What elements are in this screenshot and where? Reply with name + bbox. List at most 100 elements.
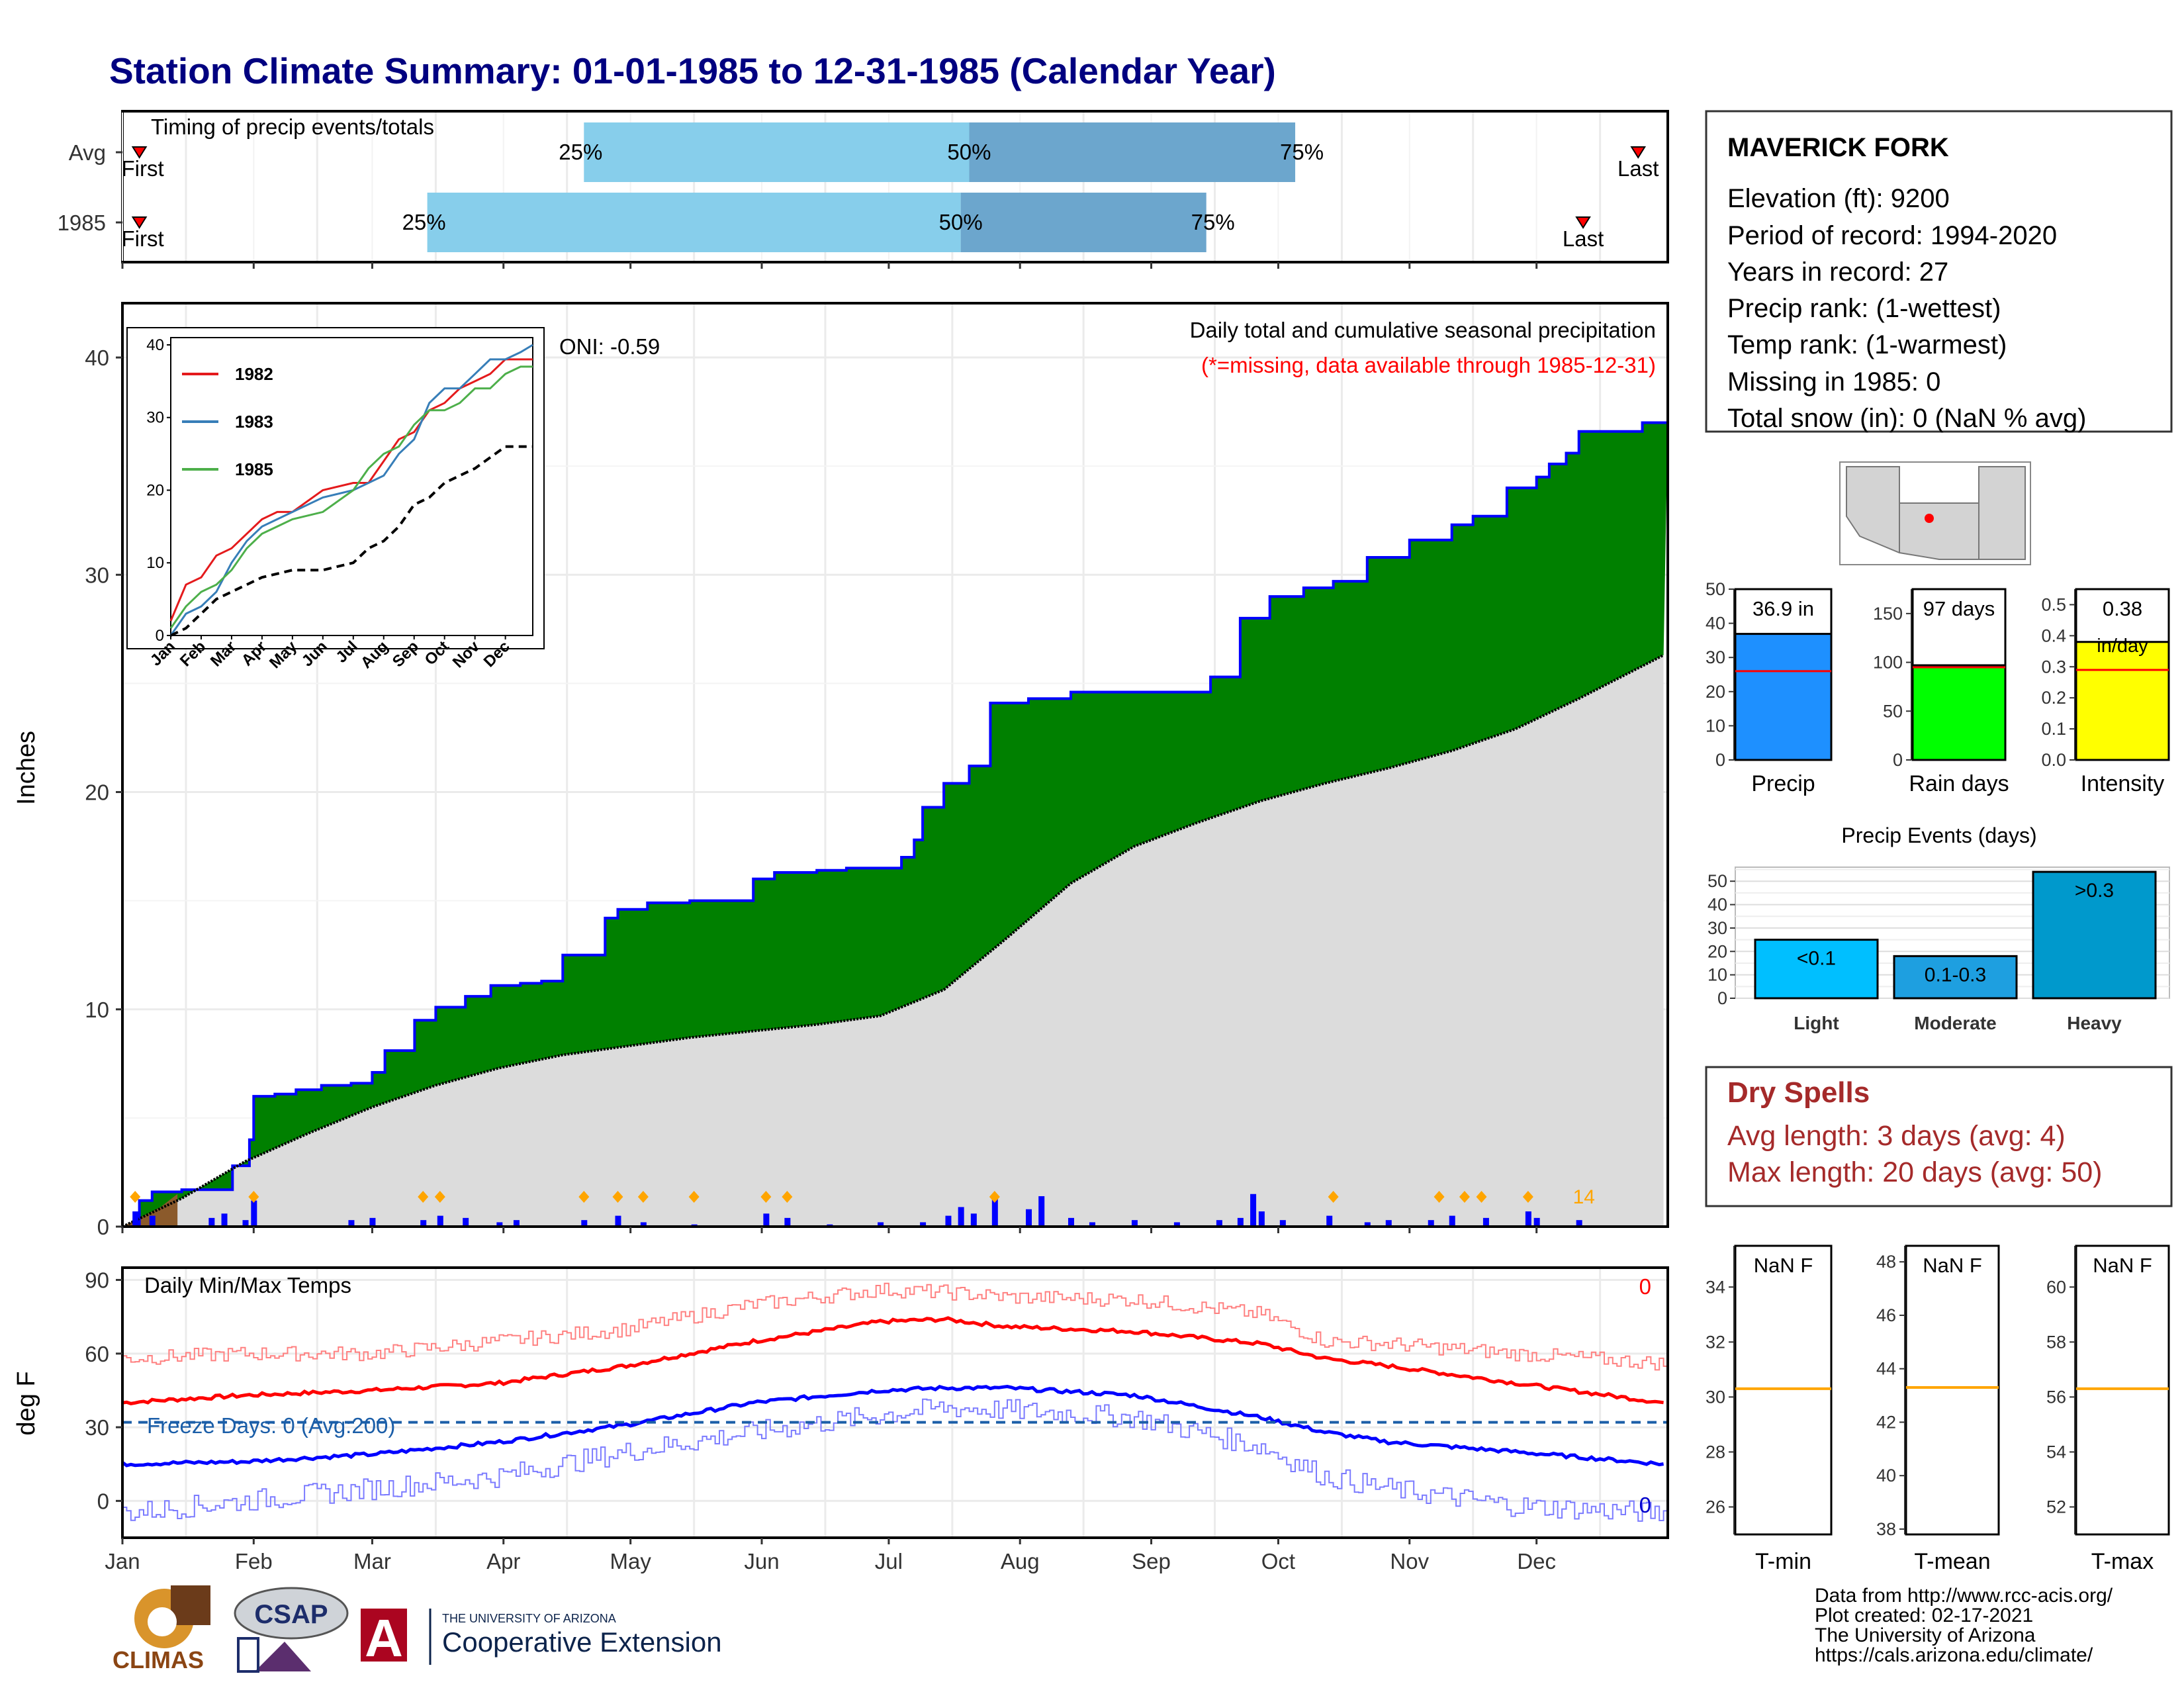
precip-note: Daily total and cumulative seasonal prec… — [1190, 318, 1656, 342]
daily-precip-bar — [420, 1220, 427, 1227]
station-line: Total snow (in): 0 (NaN % avg) — [1727, 404, 2086, 433]
precip-value-label: 36.9 in — [1752, 597, 1814, 620]
daily-precip-bar — [242, 1220, 249, 1227]
temp-box-ytick-label: 38 — [1876, 1519, 1896, 1539]
temp-box-ytick-label: 42 — [1876, 1412, 1896, 1432]
logos: CLIMAS CSAP A THE UNIVERSITY OF ARIZONA … — [113, 1585, 722, 1673]
event-marker — [612, 1191, 623, 1203]
tmean-value: NaN F — [1923, 1254, 1982, 1277]
daily-precip-bar — [640, 1222, 647, 1227]
mini-ytick-label: 30 — [1706, 647, 1725, 667]
event-marker — [248, 1191, 259, 1203]
last-marker — [1575, 216, 1591, 229]
month-label: May — [610, 1549, 651, 1573]
temp-box-ytick-label: 52 — [2046, 1497, 2066, 1517]
daily-precip-bar — [208, 1217, 215, 1227]
daily-precip-bar — [437, 1215, 443, 1227]
month-label: Aug — [1001, 1549, 1040, 1573]
station-line: Temp rank: (1-warmest) — [1727, 330, 2007, 359]
temp-grid — [124, 1269, 1666, 1536]
station-line: Missing in 1985: 0 — [1727, 367, 1940, 397]
inset-ytick-label: 30 — [146, 409, 164, 427]
timing-p25-label: 25% — [402, 210, 446, 234]
inset-frame — [170, 337, 533, 636]
event-marker — [989, 1191, 1000, 1203]
daily-precip-bar — [348, 1220, 355, 1227]
climas-emblem-block — [171, 1585, 210, 1625]
temp-ytick-label: 30 — [85, 1415, 109, 1440]
uofa-logo: A THE UNIVERSITY OF ARIZONA Cooperative … — [361, 1609, 722, 1667]
temp-series-line — [122, 1316, 1664, 1405]
daily-precip-bar — [221, 1213, 228, 1227]
uofa-block-a — [361, 1609, 407, 1662]
timing-row-1985-label: 1985 — [58, 211, 106, 235]
month-label: Jan — [105, 1549, 140, 1573]
temp-box-ytick-label: 58 — [2046, 1332, 2066, 1352]
daily-precip-bar — [920, 1222, 927, 1227]
dry-spells-title: Dry Spells — [1727, 1076, 1870, 1109]
rain-days-axis-label: Rain days — [1909, 771, 2009, 796]
temp-lines — [121, 1282, 1668, 1522]
intensity-value-unit: in/day — [2097, 635, 2148, 657]
event-marker — [130, 1191, 141, 1203]
station-info-box: MAVERICK FORK Elevation (ft): 9200 Perio… — [1705, 110, 2173, 433]
daily-precip-bar — [1576, 1220, 1582, 1227]
timing-p50-label: 50% — [939, 210, 983, 234]
daily-precip-bar — [991, 1196, 998, 1227]
dry-spells-frame — [1705, 1066, 2173, 1207]
mini-ytick-label: 150 — [1873, 604, 1903, 624]
station-line: Period of record: 1994-2020 — [1727, 221, 2057, 250]
temp-series-line — [122, 1398, 1668, 1522]
daily-precip-bar — [945, 1215, 952, 1227]
inset-legend: 1982 1983 1985 — [182, 364, 273, 479]
rain-days-bar — [1911, 664, 2007, 761]
temp-ytick-label: 60 — [85, 1342, 109, 1366]
precip-events-chart: Precip Events (days) 0 10 20 30 40 50 <0.1 Ligh… — [1707, 823, 2170, 1033]
events-ytick-label: 50 — [1707, 871, 1727, 891]
cumulative-line — [122, 421, 1668, 1228]
tmax-value: NaN F — [2093, 1254, 2152, 1277]
daily-precip-bar — [149, 1215, 156, 1227]
min-count: 0 — [1639, 1493, 1651, 1517]
event-marker — [578, 1191, 590, 1203]
month-label: Apr — [486, 1549, 520, 1573]
coop-extension-text: Cooperative Extension — [442, 1626, 722, 1658]
daily-precip-bar — [496, 1222, 503, 1227]
temp-box-ytick-label: 60 — [2046, 1277, 2066, 1297]
events-bar — [1754, 939, 1879, 1000]
daily-precip-bar — [1216, 1220, 1222, 1227]
daily-precip-bar — [958, 1207, 964, 1227]
temp-label: Daily Min/Max Temps — [144, 1273, 351, 1297]
mini-ytick-label: 0 — [1893, 750, 1903, 770]
summary-bars: 0 10 20 30 40 50 36.9 in Precip 0 50 100 150 97 days… — [1706, 579, 2170, 796]
timing-p25-label: 25% — [559, 140, 602, 164]
temp-box-ytick-label: 54 — [2046, 1442, 2066, 1462]
tmin-box — [1734, 1244, 1833, 1536]
footer-line: The University of Arizona — [1815, 1624, 2036, 1646]
daily-precip-bar — [1279, 1220, 1286, 1227]
rain-days-value-label: 97 days — [1923, 597, 1995, 620]
precip-ytick-label: 40 — [85, 346, 109, 370]
precip-ylabel: Inches — [13, 731, 40, 805]
daily-precip-bar — [513, 1220, 520, 1227]
temp-box-ytick-label: 40 — [1876, 1466, 1896, 1485]
precip-bar — [1734, 633, 1833, 761]
mini-ytick-label: 50 — [1706, 579, 1725, 599]
temp-box-ytick-label: 32 — [1706, 1332, 1725, 1352]
month-label: Oct — [1261, 1549, 1295, 1573]
event-marker — [760, 1191, 772, 1203]
daily-precip-bar — [1258, 1211, 1265, 1227]
daily-precip-bar — [615, 1215, 621, 1227]
daily-precip-bar — [1038, 1196, 1045, 1227]
mini-ytick-label: 0.4 — [2041, 626, 2066, 645]
temp-panel: 0 30 60 90 deg F Daily Min/Max Temps Freeze… — [13, 1266, 1669, 1539]
mini-ytick-label: 0.3 — [2041, 657, 2066, 677]
first-label: First — [122, 156, 164, 181]
station-line: Precip rank: (1-wettest) — [1727, 294, 2001, 323]
last-label: Last — [1563, 226, 1604, 251]
inset-legend-label: 1983 — [235, 412, 273, 432]
climas-emblem-inner — [148, 1607, 177, 1636]
tmean-label: T-mean — [1914, 1549, 1990, 1574]
temp-frame-bg — [122, 1268, 1668, 1538]
